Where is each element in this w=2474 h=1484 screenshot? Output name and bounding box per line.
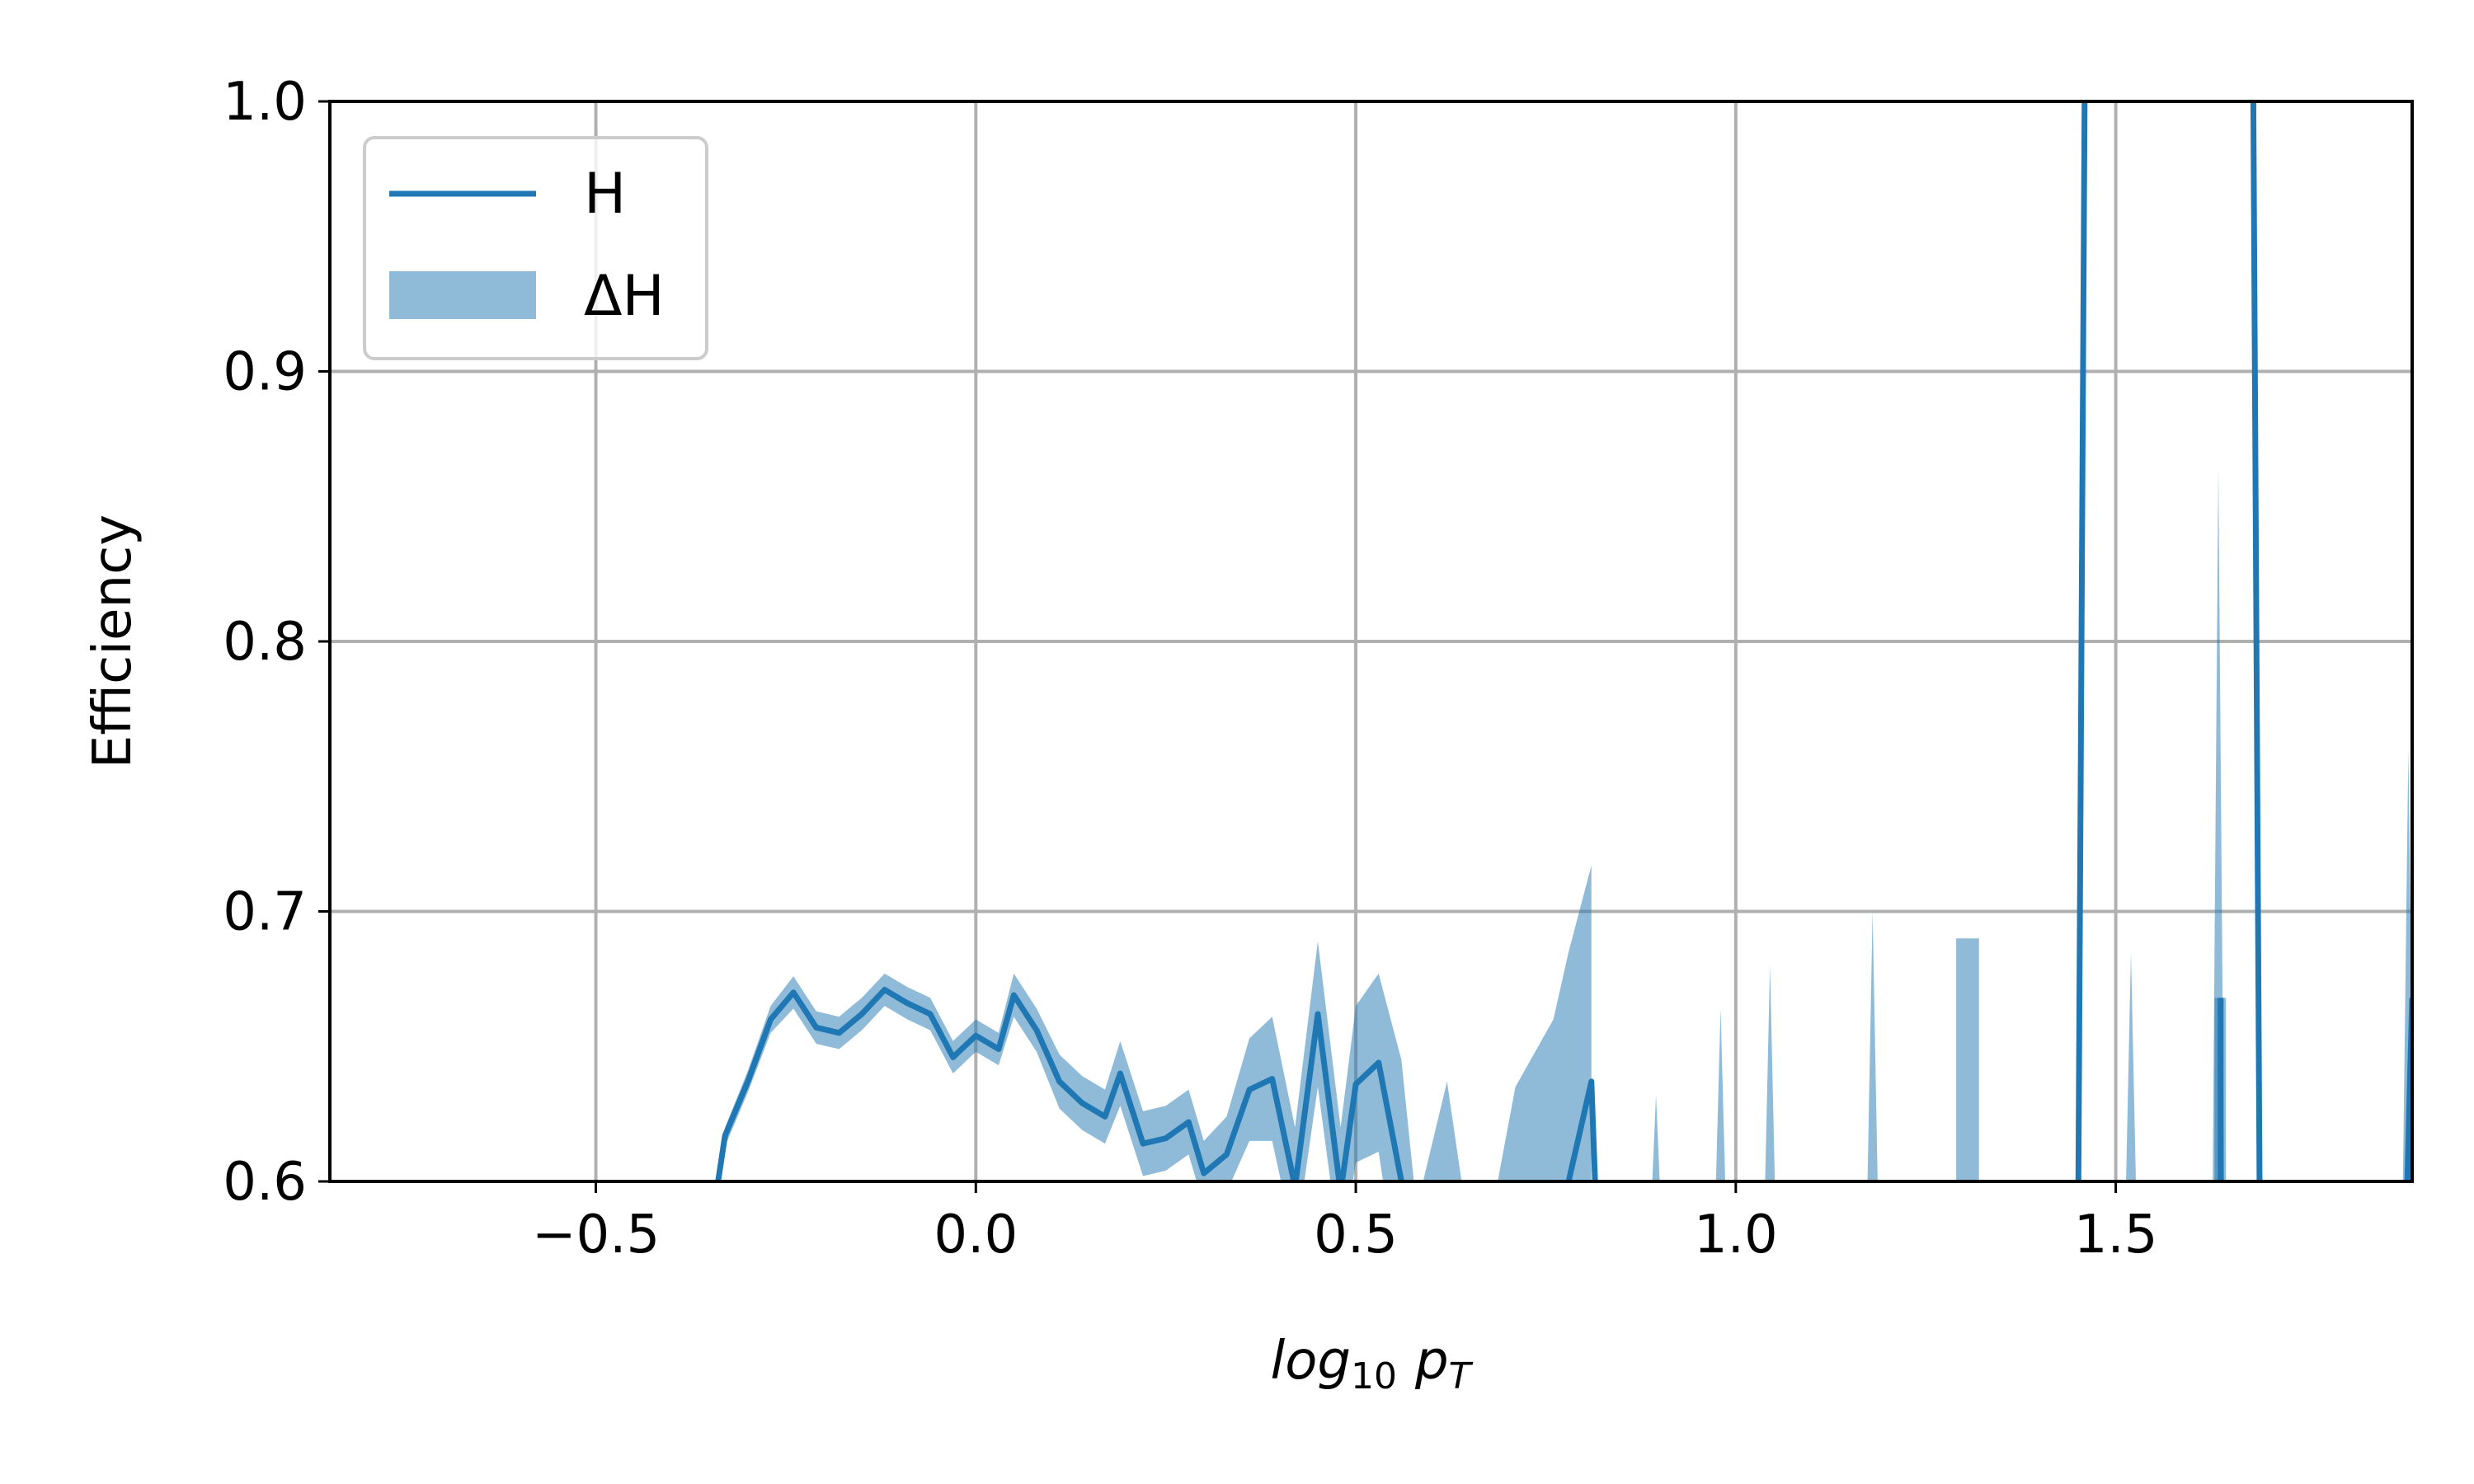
x-axis-label-var: p [1414,1331,1449,1392]
y-tick-label-4: 1.0 [223,72,307,133]
x-tick-label-2: 0.5 [1314,1205,1398,1266]
band-spike-0 [1652,1095,1660,1181]
band-spike-1 [1715,1008,1726,1181]
x-axis-label: log10 pT [1270,1331,1473,1397]
y-axis: 0.6 0.7 0.8 0.9 1.0 [223,72,330,1213]
y-axis-label: Efficiency [82,514,143,768]
x-axis-label-var-sub: T [1449,1355,1474,1397]
x-axis-label-base-sub: 10 [1351,1355,1397,1397]
legend-label-h: H [584,162,626,227]
band-main [717,865,1592,1181]
y-tick-label-0: 0.6 [223,1152,307,1213]
band-block-0 [1956,938,1979,1181]
band-spike-3 [1867,911,1878,1181]
y-tick-label-2: 0.8 [223,612,307,673]
y-tick-label-3: 0.9 [223,342,307,403]
x-tick-label-3: 1.0 [1694,1205,1778,1266]
x-axis-label-base: log [1270,1331,1351,1392]
band-spike-2 [1765,965,1776,1181]
series-lines [715,101,2412,1181]
legend: H ΔH [363,136,708,360]
x-tick-label-4: 1.5 [2074,1205,2158,1266]
y-tick-label-1: 0.7 [223,882,307,943]
x-tick-label-0: −0.5 [532,1205,660,1266]
x-tick-label-1: 0.0 [934,1205,1018,1266]
legend-band-swatch [389,271,536,319]
x-axis: −0.5 0.0 0.5 1.0 1.5 [532,1181,2158,1266]
series-line-0 [715,101,2412,1181]
band-spike-4 [2126,951,2137,1181]
legend-label-delta-h: ΔH [584,264,665,329]
